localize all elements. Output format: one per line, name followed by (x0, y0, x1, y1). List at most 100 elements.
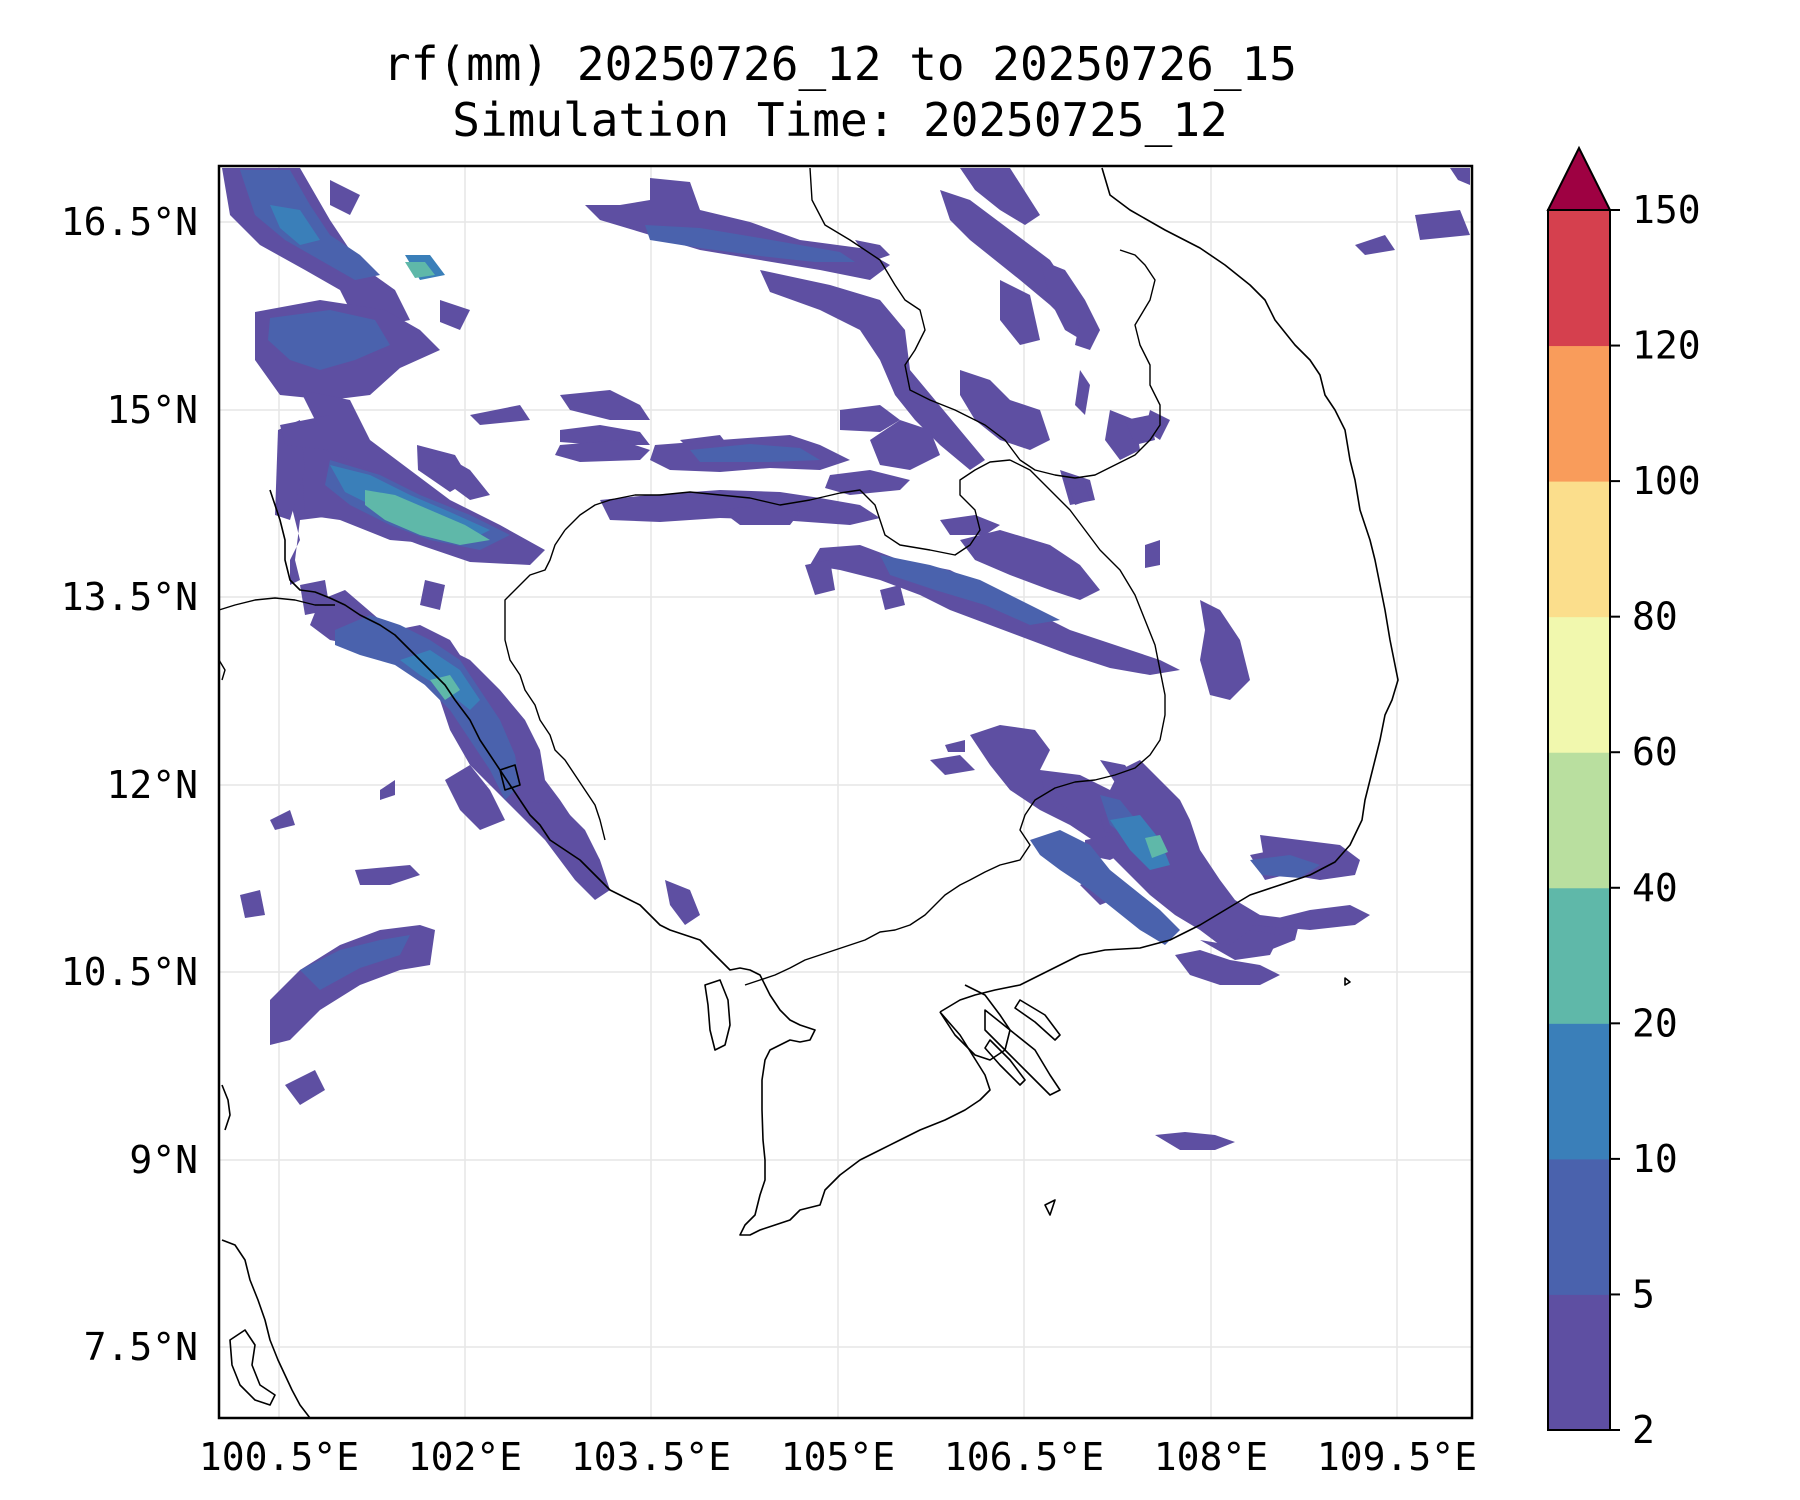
y-tick-label: 10.5°N (61, 950, 198, 994)
colorbar-segment (1548, 1294, 1610, 1431)
island-4 (1344, 977, 1351, 986)
rain-area (280, 415, 360, 450)
island-phuquoc (704, 979, 731, 1051)
rain-area (840, 405, 900, 432)
y-axis: 16.5°N 15°N 13.5°N 12°N 10.5°N 9°N 7.5°N (61, 200, 198, 1369)
x-tick-label: 108°E (1154, 1435, 1268, 1479)
x-tick-label: 109.5°E (1317, 1435, 1477, 1479)
rain-area (760, 270, 985, 470)
rain-area (1145, 540, 1160, 568)
rain-area (520, 800, 600, 865)
rain-area (1355, 235, 1395, 255)
colorbar-tick-label: 20 (1632, 1001, 1678, 1045)
x-axis: 100.5°E 102°E 103.5°E 105°E 106.5°E 108°E 109.… (199, 1435, 1477, 1479)
rain-area (435, 450, 490, 500)
rain-area-5-10 (690, 444, 820, 462)
map-panel (217, 164, 1474, 1420)
colorbar-tick-label: 5 (1632, 1272, 1655, 1316)
rain-area (930, 755, 975, 775)
rain-area-5-10 (268, 310, 390, 370)
rain-area (1155, 1132, 1235, 1150)
coastline-malay-west (221, 1084, 231, 1131)
border-laos-vietnam (809, 167, 1161, 479)
colorbar-tick-label: 150 (1632, 188, 1701, 232)
colorbar-segment (1548, 1158, 1610, 1295)
rain-area (270, 810, 295, 830)
rain-area (330, 180, 360, 215)
gridlines (219, 166, 1472, 1418)
rain-area-20-40 (1145, 835, 1168, 858)
x-tick-label: 105°E (781, 1435, 895, 1479)
border-thailand-myanmar (218, 597, 335, 611)
rain-area (960, 530, 1100, 600)
mekong-distributary-3 (1014, 999, 1061, 1041)
colorbar-segment (1548, 481, 1610, 618)
rain-area (665, 880, 700, 925)
rain-area-20-40 (365, 490, 490, 545)
rain-area (1415, 210, 1470, 240)
rain-area-5-10 (880, 555, 1060, 625)
colorbar-tick-label: 10 (1632, 1137, 1678, 1181)
rain-area (880, 585, 905, 610)
rain-area (1250, 905, 1370, 930)
colorbar-segment (1548, 1023, 1610, 1160)
mekong-distributary-1 (984, 1009, 1061, 1096)
island-1 (229, 1329, 276, 1406)
rain-area (470, 405, 530, 425)
rainfall-contours-20-40 (365, 262, 1168, 858)
rain-area (420, 580, 445, 610)
rain-area (855, 240, 890, 262)
colorbar-segment (1548, 752, 1610, 889)
rain-area (940, 515, 1000, 535)
coastline-vietnam (939, 167, 1399, 1013)
rain-area (355, 865, 420, 885)
island-3 (1044, 1199, 1056, 1216)
rain-area (1070, 485, 1090, 505)
rain-area (1100, 760, 1140, 790)
mekong-distributary-2 (984, 1039, 1026, 1086)
coastline-gulf-thailand (269, 489, 521, 801)
rain-area (1450, 168, 1470, 185)
title-line-1: rf(mm) 20250726_12 to 20250726_15 (383, 37, 1297, 91)
map-frame (217, 164, 1474, 1420)
title-line-2: Simulation Time: 20250725_12 (452, 93, 1227, 147)
rain-area (825, 470, 910, 495)
x-tick-label: 103.5°E (571, 1435, 731, 1479)
colorbar-segment (1548, 887, 1610, 1024)
rain-area (1125, 415, 1155, 445)
coastlines (221, 167, 1399, 1419)
colorbar-segment (1548, 210, 1610, 347)
y-tick-label: 16.5°N (61, 200, 198, 244)
border-thailand-cambodia (504, 529, 606, 841)
rain-area (720, 505, 800, 525)
y-tick-label: 7.5°N (84, 1325, 198, 1369)
coastline-malay (221, 1239, 311, 1419)
x-tick-label: 106.5°E (944, 1435, 1104, 1479)
x-tick-label: 100.5°E (199, 1435, 359, 1479)
y-tick-label: 13.5°N (61, 575, 198, 619)
colorbar-segment (1548, 616, 1610, 753)
rain-area (240, 890, 265, 918)
rain-area (560, 390, 650, 420)
rain-area-5-10 (645, 225, 855, 262)
border-laos-thailand (564, 459, 1011, 556)
colorbar-extend-arrow (1546, 145, 1612, 211)
rain-area (445, 765, 505, 830)
rain-area-5-10 (1250, 855, 1320, 878)
x-tick-label: 102°E (408, 1435, 522, 1479)
rain-area (1000, 280, 1040, 345)
country-borders (218, 167, 1166, 986)
rain-area (960, 370, 1050, 450)
rain-area (945, 740, 965, 752)
colorbar-tick-label: 80 (1632, 595, 1678, 639)
colorbar-segment (1548, 345, 1610, 482)
rain-area-20-40 (430, 675, 460, 700)
y-tick-label: 12°N (106, 763, 198, 807)
rain-area (870, 420, 940, 470)
rain-area (380, 780, 395, 800)
rain-area-5-10 (300, 935, 410, 990)
rain-area-10-20 (270, 205, 320, 245)
rain-area (1200, 600, 1250, 700)
rain-area (1200, 930, 1280, 960)
rain-area (805, 560, 835, 595)
